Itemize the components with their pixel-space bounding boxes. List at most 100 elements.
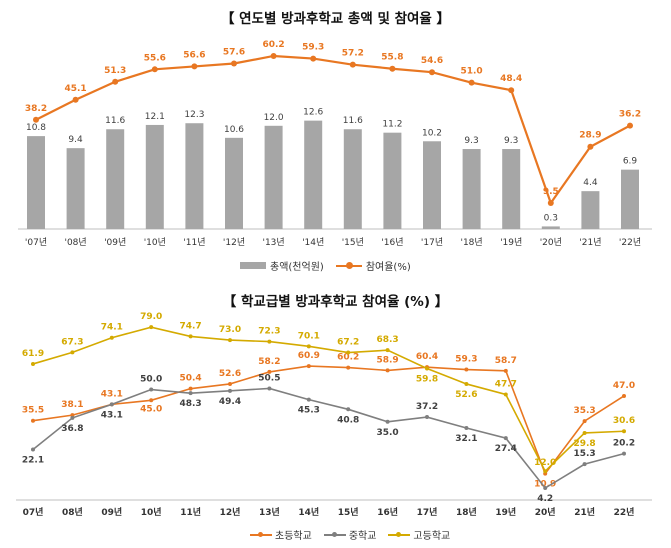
series-value-label: 35.5 [22,406,44,416]
series-point [425,366,429,370]
series-point [464,368,468,372]
series-value-label: 35.3 [573,406,595,416]
series-value-label: 30.6 [613,416,635,426]
legend-item: 고등학교 [388,527,450,542]
series-point [622,452,626,456]
legend-label: 중학교 [349,527,377,542]
series-point [386,420,390,424]
series-point [583,462,587,466]
series-point [346,407,350,411]
series-value-label: 20.2 [613,439,635,449]
series-point [110,402,114,406]
series-value-label: 59.8 [416,374,438,384]
series-value-label: 73.0 [219,325,241,335]
series-point [149,388,153,392]
series-point [189,387,193,391]
series-value-label: 67.2 [337,338,359,348]
series-point [110,336,114,340]
x-tick-label: 07년 [23,506,44,518]
series-value-label: 45.0 [140,404,162,414]
series-point [267,386,271,390]
series-point [149,398,153,402]
series-value-label: 60.9 [298,351,320,361]
series-point [31,419,35,423]
series-value-label: 79.0 [140,312,162,322]
series-value-label: 50.4 [179,374,201,384]
series-value-label: 47.7 [495,379,517,389]
series-point [622,394,626,398]
x-tick-label: 14년 [298,506,319,518]
series-point [622,429,626,433]
series-value-label: 58.2 [258,357,280,367]
series-value-label: 47.0 [613,381,635,391]
series-value-label: 43.1 [101,389,123,399]
x-tick-label: 10년 [141,506,162,518]
x-tick-label: 16년 [377,506,398,518]
x-tick-label: 09년 [101,506,122,518]
series-value-label: 4.2 [537,494,553,504]
series-point [31,362,35,366]
x-tick-label: 20년 [535,506,556,518]
series-value-label: 67.3 [61,337,83,347]
series-value-label: 61.9 [22,349,44,359]
series-point [504,392,508,396]
x-tick-label: 17년 [417,506,438,518]
series-value-label: 70.1 [298,331,320,341]
series-point [464,426,468,430]
series-value-label: 68.3 [376,335,398,345]
series-point [228,382,232,386]
series-value-label: 60.4 [416,352,438,362]
legend-swatch [250,534,272,536]
series-point [583,419,587,423]
series-value-label: 29.8 [573,439,595,449]
series-value-label: 15.3 [573,449,595,459]
series-point [70,416,74,420]
x-tick-label: 11년 [180,506,201,518]
series-point [346,351,350,355]
series-point [386,368,390,372]
series-point [228,338,232,342]
series-value-label: 52.6 [219,369,241,379]
series-point [583,431,587,435]
series-value-label: 36.8 [61,424,83,434]
x-tick-label: 08년 [62,506,83,518]
series-value-label: 35.0 [376,428,398,438]
series-point [307,344,311,348]
series-point [346,366,350,370]
series-value-label: 40.8 [337,415,359,425]
series-point [70,350,74,354]
x-tick-label: 15년 [338,506,359,518]
series-point [543,486,547,490]
series-value-label: 22.1 [22,456,44,466]
series-value-label: 50.5 [258,373,280,383]
series-value-label: 72.3 [258,327,280,337]
x-tick-label: 12년 [220,506,241,518]
series-value-label: 74.7 [179,321,201,331]
x-tick-label: 19년 [495,506,516,518]
series-value-label: 27.4 [495,444,517,454]
legend-item: 초등학교 [250,527,312,542]
series-value-label: 12.0 [534,458,556,468]
series-value-label: 52.6 [455,390,477,400]
series-point [307,398,311,402]
series-point [464,382,468,386]
series-value-label: 50.0 [140,375,162,385]
series-value-label: 37.2 [416,402,438,412]
series-point [504,369,508,373]
legend-label: 초등학교 [275,527,312,542]
series-value-label: 32.1 [455,434,477,444]
series-value-label: 48.3 [179,399,201,409]
series-point [189,391,193,395]
series-value-label: 49.4 [219,397,241,407]
series-value-label: 38.1 [61,400,83,410]
series-value-label: 74.1 [101,323,123,333]
x-tick-label: 21년 [574,506,595,518]
series-point [386,348,390,352]
series-point [189,334,193,338]
series-point [31,448,35,452]
legend-swatch [388,534,410,536]
chart2-svg: 07년 08년 09년 10년 11년 12년 13년 14년 15년 16년 17년 18년 19년 2… [0,0,671,548]
series-point [504,436,508,440]
series-value-label: 59.3 [455,355,477,365]
legend-item: 중학교 [324,527,377,542]
